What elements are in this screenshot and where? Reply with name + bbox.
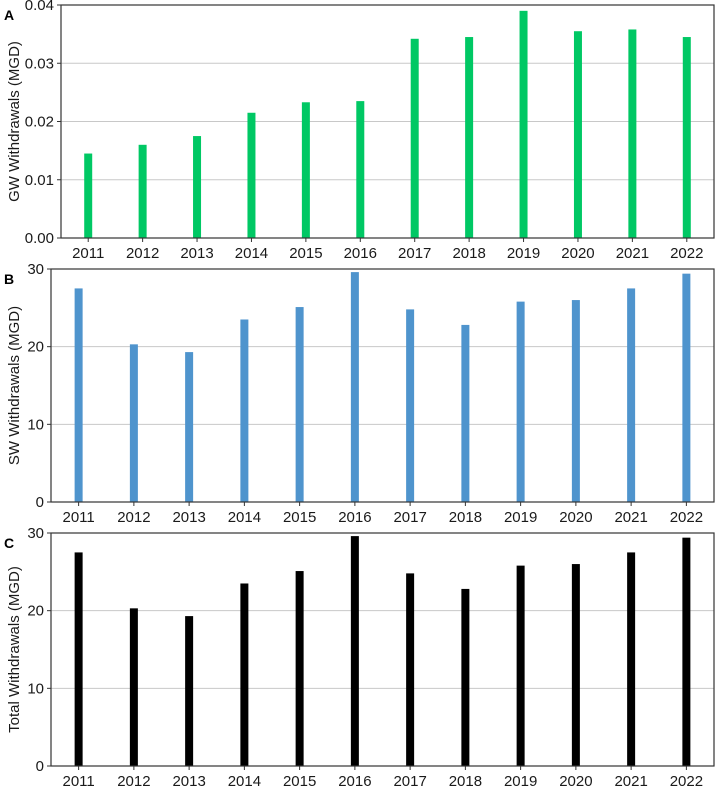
- y-tick-label: 0.00: [25, 230, 54, 247]
- chart-panel-c: 0 10 20 30 2011 2012 2013 2014 2015 2016 2017 2018 2…: [4, 525, 715, 790]
- bar-2016: [356, 101, 365, 238]
- bar-2012: [129, 608, 138, 766]
- x-tick-label: 2022: [670, 773, 703, 790]
- y-axis-label: SW Withdrawals (MGD): [6, 306, 23, 465]
- bar-2015: [295, 571, 304, 766]
- bar-2016: [350, 536, 359, 766]
- x-tick-label: 2013: [172, 509, 205, 526]
- bar-2020: [571, 300, 580, 502]
- x-tick-label: 2022: [670, 245, 703, 262]
- x-tick-label: 2021: [614, 773, 647, 790]
- panel-letter: B: [4, 271, 14, 287]
- bar-2018: [461, 324, 470, 502]
- plot-frame: [50, 532, 715, 767]
- x-tick-label: 2013: [180, 245, 213, 262]
- x-tick-label: 2020: [559, 773, 592, 790]
- bar-2022: [682, 273, 691, 502]
- bar-2011: [74, 552, 83, 766]
- x-tick-label: 2016: [338, 773, 371, 790]
- y-tick-label: 20: [27, 339, 44, 356]
- chart-panel-a: 0.00 0.01 0.02 0.03 0.04 2011 2012 2013 2014 2015…: [4, 0, 715, 262]
- x-tick-label: 2014: [235, 245, 268, 262]
- bar-2013: [185, 616, 194, 766]
- bar-2021: [627, 552, 636, 766]
- bar-2015: [295, 307, 304, 502]
- x-tick-label: 2020: [561, 245, 594, 262]
- bar-2022: [682, 537, 691, 766]
- plot-background: [51, 533, 714, 766]
- x-tick-label: 2015: [283, 509, 316, 526]
- x-tick-label: 2011: [72, 245, 104, 262]
- x-tick-label: 2012: [117, 509, 150, 526]
- y-tick-label: 30: [27, 525, 44, 542]
- x-tick-label: 2017: [398, 245, 431, 262]
- y-tick-label: 0: [36, 494, 44, 511]
- bar-2018: [465, 37, 474, 238]
- bar-2017: [410, 38, 419, 238]
- bar-2015: [301, 102, 310, 238]
- bar-2019: [516, 565, 525, 766]
- plot-background: [51, 269, 714, 502]
- bar-2020: [573, 31, 582, 239]
- bar-2013: [193, 136, 202, 238]
- bar-2016: [350, 272, 359, 502]
- y-tick-label: 0.01: [25, 172, 54, 189]
- x-tick-label: 2021: [616, 245, 649, 262]
- bar-2012: [138, 144, 147, 238]
- x-tick-label: 2022: [670, 509, 703, 526]
- x-tick-label: 2011: [62, 773, 94, 790]
- x-tick-label: 2019: [504, 509, 537, 526]
- panel-letter: A: [4, 7, 14, 23]
- x-tick-label: 2013: [172, 773, 205, 790]
- bar-2011: [84, 153, 93, 238]
- bar-2014: [240, 583, 249, 766]
- x-tick-label: 2019: [507, 245, 540, 262]
- bar-2014: [240, 319, 249, 502]
- y-tick-label: 0: [36, 758, 44, 775]
- bar-2022: [682, 37, 691, 238]
- bar-2020: [571, 564, 580, 766]
- bar-2014: [247, 112, 256, 238]
- y-axis-label: GW Withdrawals (MGD): [6, 41, 23, 202]
- x-tick-label: 2017: [393, 509, 426, 526]
- x-tick-label: 2012: [117, 773, 150, 790]
- x-tick-label: 2014: [228, 773, 261, 790]
- x-tick-label: 2016: [338, 509, 371, 526]
- y-tick-label: 0.03: [25, 55, 54, 72]
- x-tick-label: 2011: [62, 509, 94, 526]
- x-tick-label: 2020: [559, 509, 592, 526]
- x-tick-label: 2017: [393, 773, 426, 790]
- bar-2018: [461, 588, 470, 766]
- bar-2017: [406, 309, 415, 502]
- bar-2021: [627, 288, 636, 502]
- x-tick-label: 2015: [289, 245, 322, 262]
- y-tick-label: 10: [27, 416, 44, 433]
- y-axis-label: Total Withdrawals (MGD): [6, 566, 23, 733]
- y-tick-label: 0.02: [25, 114, 54, 131]
- bar-2013: [185, 352, 194, 502]
- y-tick-label: 10: [27, 680, 44, 697]
- x-tick-label: 2019: [504, 773, 537, 790]
- bar-2011: [74, 288, 83, 502]
- y-tick-label: 20: [27, 603, 44, 620]
- x-tick-label: 2018: [452, 245, 485, 262]
- bar-2019: [519, 10, 528, 239]
- y-tick-label: 30: [27, 261, 44, 278]
- panel-letter: C: [4, 535, 14, 551]
- x-tick-label: 2018: [449, 773, 482, 790]
- bar-2017: [406, 573, 415, 766]
- bar-2019: [516, 301, 525, 502]
- x-tick-label: 2021: [614, 509, 647, 526]
- x-tick-label: 2012: [126, 245, 159, 262]
- chart-panel-b: 0 10 20 30 2011 2012 2013 2014 2015 2016 2017 2018 2…: [4, 261, 715, 526]
- bar-2021: [628, 29, 637, 239]
- x-tick-label: 2016: [344, 245, 377, 262]
- plot-frame: [50, 268, 715, 503]
- y-tick-label: 0.04: [25, 0, 54, 14]
- x-tick-label: 2014: [228, 509, 261, 526]
- x-tick-label: 2015: [283, 773, 316, 790]
- x-tick-label: 2018: [449, 509, 482, 526]
- bar-2012: [129, 344, 138, 502]
